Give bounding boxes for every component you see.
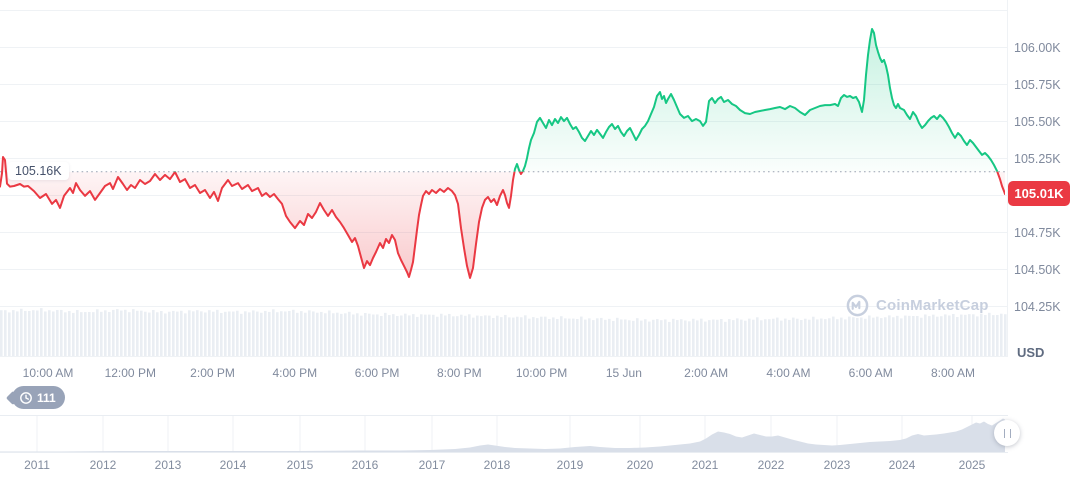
year-label: 2016 [351,458,379,472]
year-label: 2015 [286,458,314,472]
year-label: 2019 [556,458,584,472]
time-axis-label: 4:00 AM [766,366,811,380]
coinmarketcap-logo-icon [846,294,869,317]
year-label: 2013 [154,458,182,472]
coinmarketcap-watermark: CoinMarketCap [846,294,989,317]
y-axis-tick-label: 105.50K [1014,114,1061,129]
year-label: 2018 [483,458,511,472]
scrubber-handle[interactable] [994,420,1020,446]
year-label: 2021 [691,458,719,472]
time-axis-label: 8:00 AM [930,366,975,380]
year-label: 2017 [418,458,446,472]
price-chart-plot[interactable] [0,0,1072,360]
y-axis-tick-label: 104.50K [1014,262,1061,277]
candle-countdown-badge: 111 [12,386,65,409]
y-axis-tick-label: 104.75K [1014,225,1061,240]
time-axis-label: 2:00 PM [190,366,235,380]
time-axis-label: 10:00 AM [22,366,74,380]
date-range-scrubber[interactable] [0,413,1010,455]
y-axis-tick-label: 105.25K [1014,151,1061,166]
time-axis-label: 6:00 AM [848,366,893,380]
year-label: 2012 [89,458,117,472]
year-label: 2024 [888,458,916,472]
volume-bars [0,308,1007,356]
year-label: 2025 [958,458,986,472]
year-label: 2022 [757,458,785,472]
price-area-fill [0,29,1005,278]
time-axis-label: 15 Jun [605,366,642,380]
currency-label: USD [1017,345,1045,360]
countdown-value: 111 [37,390,56,405]
time-axis-label: 6:00 PM [354,366,400,380]
y-axis-tick-label: 105.75K [1014,77,1061,92]
year-label: 2020 [626,458,654,472]
navigator-history-area [0,418,1005,453]
time-axis-label: 4:00 PM [272,366,318,380]
time-axis-label: 10:00 PM [515,366,568,380]
price-line [0,28,1005,279]
y-axis-tick-label: 104.25K [1014,299,1061,314]
grip-icon [1003,428,1011,438]
horizontal-gridlines [0,10,1008,307]
baseline-price-label: 105.16K [8,162,69,180]
y-axis-tick-label: 106.00K [1014,40,1061,55]
year-label: 2023 [823,458,851,472]
current-price-badge: 105.01K [1008,181,1070,206]
year-label: 2014 [219,458,247,472]
time-axis-label: 12:00 PM [104,366,156,380]
year-label: 2011 [24,458,50,472]
history-clock-icon [20,391,32,404]
time-axis-label: 8:00 PM [436,366,482,380]
time-axis-label: 2:00 AM [684,366,729,380]
watermark-text: CoinMarketCap [876,297,989,314]
